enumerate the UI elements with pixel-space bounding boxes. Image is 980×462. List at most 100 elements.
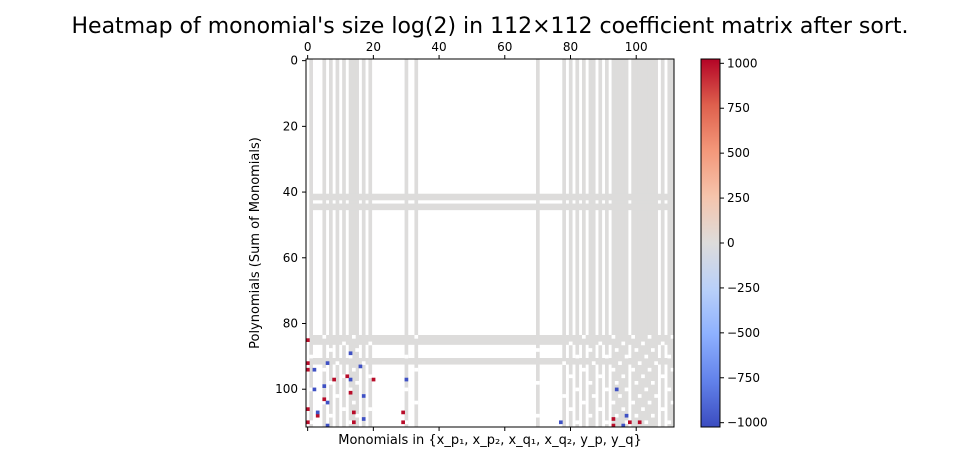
empty-cell xyxy=(414,335,419,339)
colorbar-tick-label: −500 xyxy=(727,326,760,340)
empty-cell xyxy=(644,387,649,392)
y-tick-label: 100 xyxy=(275,382,298,396)
positive-cell xyxy=(401,410,405,415)
empty-cell xyxy=(575,387,580,392)
y-axis: 0 20 40 60 80 100 xyxy=(275,54,306,396)
empty-cell xyxy=(637,394,642,398)
empty-cell xyxy=(355,413,359,418)
positive-cell xyxy=(306,361,310,365)
negative-cell xyxy=(312,387,317,392)
zero-column xyxy=(352,59,356,427)
empty-cell xyxy=(536,348,540,352)
empty-cell xyxy=(667,420,672,425)
positive-cell xyxy=(611,423,616,428)
empty-cell xyxy=(641,374,645,379)
colorbar-tick-label: 500 xyxy=(727,146,750,160)
empty-cell xyxy=(605,420,609,425)
empty-cell xyxy=(368,374,373,379)
zero-band xyxy=(312,358,674,365)
empty-cell xyxy=(562,361,566,365)
empty-cell xyxy=(644,420,649,425)
colorbar-tick-label: 750 xyxy=(727,101,750,115)
empty-cell xyxy=(568,341,573,346)
empty-cell xyxy=(582,335,586,339)
empty-cell xyxy=(309,420,313,425)
colorbar-tick-label: 1000 xyxy=(727,56,758,70)
colorbar-tick-label: 0 xyxy=(727,236,735,250)
zero-column xyxy=(591,59,596,427)
empty-cell xyxy=(414,367,419,372)
empty-cell xyxy=(614,413,619,418)
zero-column xyxy=(598,59,603,427)
positive-cell xyxy=(628,420,632,425)
zero-band xyxy=(312,193,674,201)
empty-cell xyxy=(322,335,327,339)
positive-cell xyxy=(332,377,336,382)
empty-cell xyxy=(588,413,593,418)
empty-cell xyxy=(624,420,629,425)
negative-cell xyxy=(325,400,330,405)
empty-cell xyxy=(588,348,593,352)
positive-cell xyxy=(371,377,376,382)
empty-cell xyxy=(575,354,580,359)
positive-cell xyxy=(306,420,310,425)
empty-cell xyxy=(654,394,658,398)
empty-cell xyxy=(634,348,639,352)
colorbar-tick-label: −250 xyxy=(727,281,760,295)
empty-cell xyxy=(361,361,366,365)
positive-cell xyxy=(306,338,310,342)
zero-column xyxy=(355,59,359,427)
negative-cell xyxy=(404,377,409,382)
zero-column xyxy=(614,59,619,427)
negative-cell xyxy=(559,420,563,425)
zero-column xyxy=(335,59,340,427)
empty-cell xyxy=(611,400,616,405)
empty-cell xyxy=(621,341,626,346)
zero-column xyxy=(651,59,655,427)
zero-column xyxy=(348,59,353,427)
empty-cell xyxy=(631,335,635,339)
empty-cell xyxy=(322,400,327,405)
empty-cell xyxy=(641,341,645,346)
y-tick-label: 80 xyxy=(283,317,298,331)
empty-cell xyxy=(598,341,603,346)
positive-cell xyxy=(637,420,642,425)
x-tick-label: 0 xyxy=(304,40,312,54)
negative-cell xyxy=(621,423,626,428)
zero-column xyxy=(641,59,645,427)
x-axis-top: 0 20 40 60 80 100 xyxy=(304,40,648,59)
empty-cell xyxy=(322,367,327,372)
zero-column xyxy=(660,59,665,427)
empty-cell xyxy=(605,354,609,359)
chart-title: Heatmap of monomial's size log(2) in 112… xyxy=(72,14,909,39)
empty-cell xyxy=(342,374,346,379)
empty-cell xyxy=(329,381,333,385)
empty-cell xyxy=(575,420,580,425)
empty-cell xyxy=(591,394,596,398)
empty-cell xyxy=(614,348,619,352)
plot-frame xyxy=(305,58,675,428)
heatmap-cells xyxy=(306,59,675,428)
empty-cell xyxy=(368,407,373,411)
empty-cell xyxy=(352,400,356,405)
zero-column xyxy=(670,59,675,427)
empty-cell xyxy=(335,361,340,365)
empty-cell xyxy=(667,354,672,359)
negative-cell xyxy=(358,364,363,369)
x-axis-label: Monomials in {x_p₁, x_p₂, x_q₁, x_q₂, y_… xyxy=(338,433,642,448)
empty-cell xyxy=(637,361,642,365)
empty-cell xyxy=(660,374,665,379)
empty-cell xyxy=(647,335,652,339)
zero-column xyxy=(309,59,313,427)
empty-cell xyxy=(348,354,353,359)
empty-cell xyxy=(647,400,652,405)
empty-cell xyxy=(647,367,652,372)
positive-cell xyxy=(306,407,310,411)
empty-cell xyxy=(651,348,655,352)
empty-cell xyxy=(651,381,655,385)
zero-column xyxy=(368,59,373,427)
empty-cell xyxy=(631,400,635,405)
empty-cell xyxy=(536,413,540,418)
empty-cell xyxy=(348,420,353,425)
